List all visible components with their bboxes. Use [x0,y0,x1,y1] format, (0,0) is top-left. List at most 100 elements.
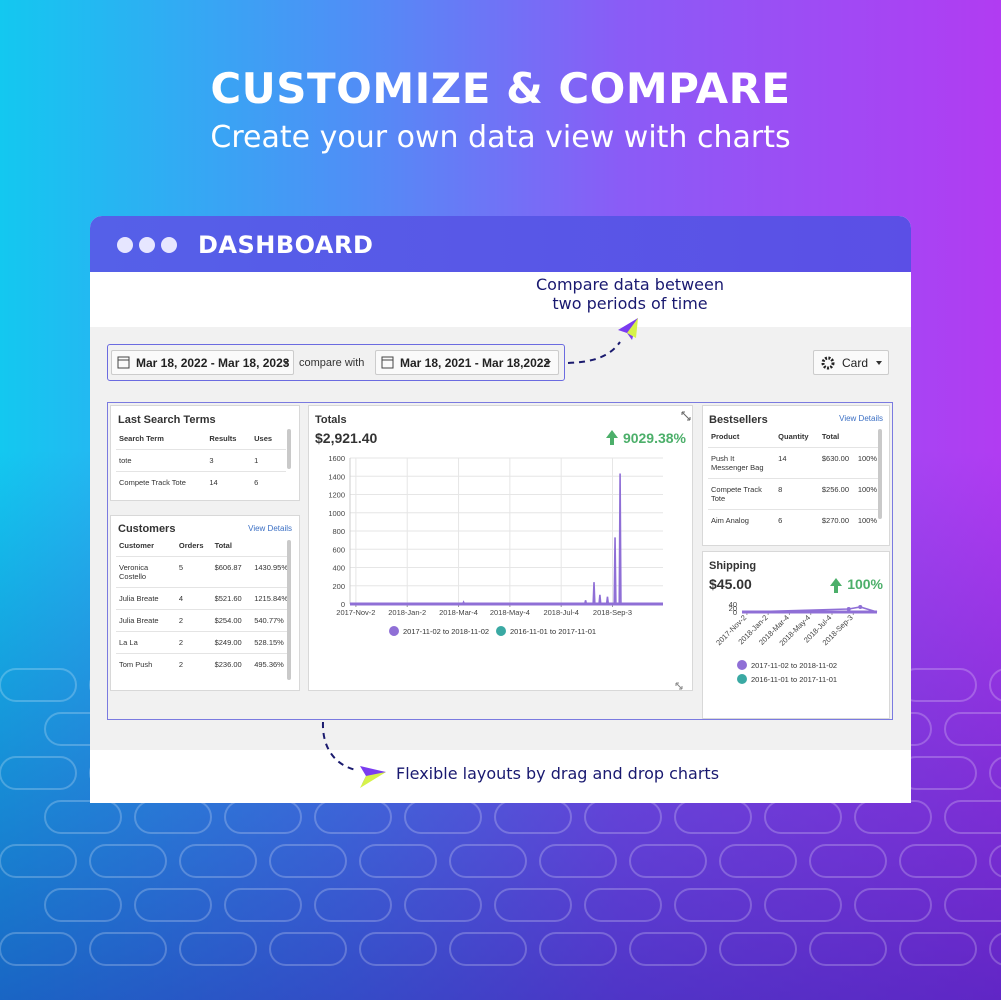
pattern-loop [674,888,752,922]
column-header: Results [209,434,237,443]
table-cell: 14 [775,447,819,479]
table-row: Veronica Costello 5 $606.87 1430.95% [116,556,291,588]
pattern-loop [224,888,302,922]
column-header: Orders [178,541,204,550]
table-header: Product Quantity Total [708,426,880,448]
table-cell: Compete Track Tote [708,478,776,510]
pattern-loop [899,844,977,878]
table-cell: $521.60 [211,587,252,610]
pattern-loop [629,844,707,878]
scrollbar [287,540,291,680]
pattern-loop [134,800,212,834]
pattern-loop [764,888,842,922]
table-row: Compete Track Tote 8 $256.00 100% [708,478,880,510]
table-cell: $606.87 [211,556,252,588]
pattern-loop [539,932,617,966]
window-bar [90,216,911,272]
table-cell: 1430.95% [251,556,291,588]
column-header: Uses [254,434,273,443]
pattern-loop [674,800,752,834]
pattern-loop [899,932,977,966]
table-cell: 100% [854,509,880,531]
view-details-link[interactable]: View Details [839,414,883,423]
table-cell: Aim Analog [708,509,776,531]
table-cell: 100% [854,447,880,479]
hero-subtitle: Create your own data view with charts [210,120,791,155]
table-cell: 5 [175,556,212,588]
kpi-value: $2,921.40 [315,430,378,446]
table-cell: Veronica Costello [116,556,176,588]
table-cell: Tom Push [116,653,176,675]
table-cell: Julia Breate [116,587,176,610]
table-cell: $630.00 [818,447,855,479]
pattern-loop [0,756,77,790]
table-cell: tote [116,449,207,472]
pattern-loop [0,844,77,878]
pattern-loop [989,668,1001,702]
view-select[interactable]: Card [813,350,889,375]
window-dot [161,237,177,253]
table-wrap: Search Term Results Uses tote 3 1 Compete Trac… [116,428,286,493]
pattern-loop [449,932,527,966]
toolbar-outline [107,344,565,381]
pattern-loop [854,800,932,834]
pattern-loop [989,844,1001,878]
window-title: DASHBOARD [198,231,374,259]
table-cell: $236.00 [211,653,252,675]
layout-outline [107,402,893,720]
search-terms-panel: Last Search Terms Search Term Results Uses… [110,405,300,501]
table-row: La La 2 $249.00 528.15% [116,631,291,654]
compare-range-select[interactable]: Mar 18, 2021 - Mar 18,2022 [375,350,559,375]
table-cell: Compete Track Tote [116,471,207,493]
column-header: Product [711,432,740,441]
panel-title: Totals [315,414,347,426]
pattern-loop [269,844,347,878]
data-table: Customer Orders Total Veronica Costello 5 $60… [116,535,291,675]
pattern-loop [404,888,482,922]
kpi-value: $45.00 [709,576,752,592]
window-dot [139,237,155,253]
table-header: Search Term Results Uses [116,428,286,450]
pattern-loop [0,932,77,966]
pattern-loop [584,888,662,922]
date-range-select[interactable]: Mar 18, 2022 - Mar 18, 2023 [111,350,294,375]
table-row: Tom Push 2 $236.00 495.36% [116,653,291,675]
table-row: Julia Breate 2 $254.00 540.77% [116,609,291,632]
pattern-loop [179,932,257,966]
table-cell: $254.00 [211,609,252,632]
table-cell: Push It Messenger Bag [708,447,776,479]
table-wrap: Customer Orders Total Veronica Costello 5 $60… [116,535,291,675]
pattern-loop [719,844,797,878]
totals-panel: Totals $2,921.40 9029.38% [308,405,693,691]
table-cell: $249.00 [211,631,252,654]
table-cell: 4 [175,587,212,610]
panel-title: Last Search Terms [118,414,216,426]
table-row: tote 3 1 [116,449,286,472]
customers-panel: Customers View Details Customer Orders Tot… [110,515,300,691]
table-cell: Julia Breate [116,609,176,632]
table-header: Customer Orders Total [116,535,291,557]
bestsellers-panel: Bestsellers View Details Product Quantity… [702,405,890,546]
table-cell: 2 [175,631,212,654]
pattern-loop [44,800,122,834]
table-row: Push It Messenger Bag 14 $630.00 100% [708,447,880,479]
table-cell: 495.36% [251,653,291,675]
table-cell: 2 [175,609,212,632]
table-cell: 2 [175,653,212,675]
table-cell: La La [116,631,176,654]
pattern-loop [404,800,482,834]
scrollbar [287,429,291,469]
pattern-loop [359,844,437,878]
pattern-loop [224,800,302,834]
table-cell: 1215.84% [251,587,291,610]
annotation: Compare data between two periods of time [500,275,760,313]
pattern-loop [539,844,617,878]
view-details-link[interactable]: View Details [248,524,292,533]
pattern-loop [899,668,977,702]
column-header: Quantity [778,432,809,441]
pattern-loop [584,800,662,834]
data-table: Search Term Results Uses tote 3 1 Compete Trac… [116,428,286,493]
table-row: Julia Breate 4 $521.60 1215.84% [116,587,291,610]
column-header: Total [214,541,232,550]
